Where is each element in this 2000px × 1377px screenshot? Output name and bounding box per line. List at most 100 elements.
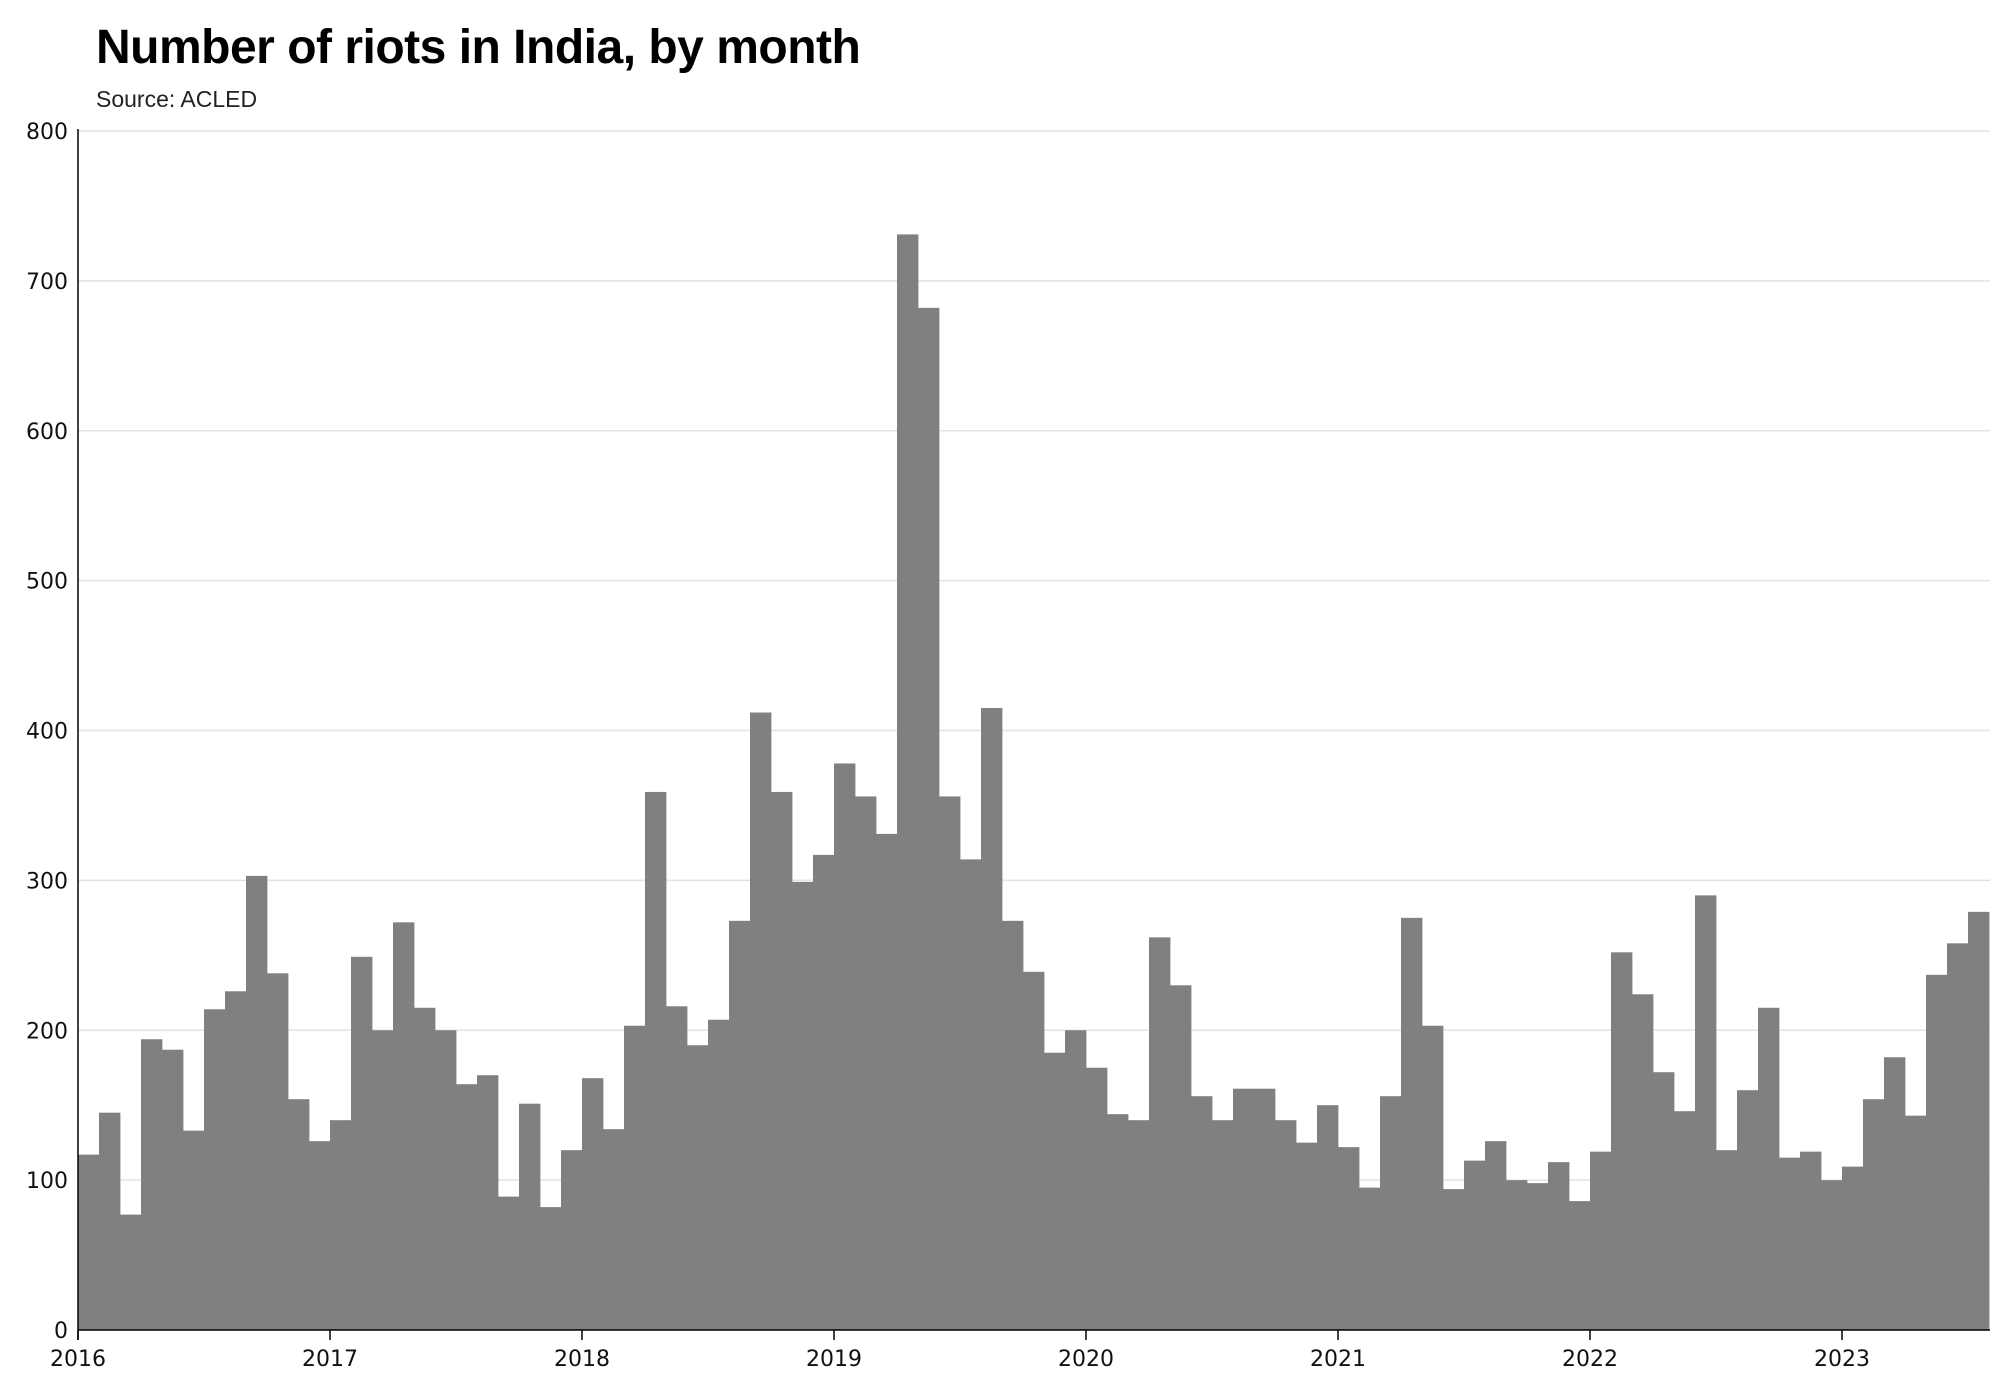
bar-2021-10 [1527,1183,1549,1330]
bar-2022-11 [1800,1151,1822,1330]
bar-2017-11 [540,1207,562,1330]
bar-2020-01 [1086,1067,1108,1330]
y-tick-label-700: 700 [26,270,68,295]
bar-2023-05 [1926,974,1948,1330]
bar-2018-06 [687,1045,709,1330]
bar-2019-12 [1065,1030,1087,1330]
bar-2020-08 [1233,1088,1255,1330]
bar-2016-05 [162,1049,184,1330]
bar-2021-07 [1464,1160,1486,1330]
bar-2018-07 [708,1019,730,1330]
bar-2023-03 [1884,1057,1906,1330]
bar-2020-11 [1296,1142,1318,1330]
bar-2021-04 [1401,917,1423,1330]
bar-2016-10 [267,973,289,1330]
bar-2017-05 [414,1007,436,1330]
bar-series [78,234,1990,1330]
bar-2016-04 [141,1039,163,1330]
bar-2022-08 [1737,1090,1759,1330]
bar-2021-06 [1443,1189,1465,1330]
bar-2020-10 [1275,1120,1297,1330]
bar-2016-03 [120,1214,142,1330]
x-tick-label-2021: 2021 [1310,1347,1366,1372]
bar-2017-04 [393,922,415,1330]
bar-2019-08 [981,708,1003,1330]
bar-2023-02 [1863,1099,1885,1330]
y-tick-label-200: 200 [26,1019,68,1044]
bar-2018-12 [813,854,835,1330]
bar-2020-04 [1149,937,1171,1330]
bar-2020-05 [1170,985,1192,1330]
bar-2016-11 [288,1099,310,1330]
y-tick-label-500: 500 [26,570,68,595]
bar-2016-01 [78,1154,100,1330]
x-tick-label-2018: 2018 [554,1347,610,1372]
y-tick-label-0: 0 [54,1319,68,1344]
bar-2016-02 [99,1112,121,1330]
bar-2017-03 [372,1030,394,1330]
bar-2021-05 [1422,1025,1444,1330]
bar-2022-09 [1758,1007,1780,1330]
x-tick-label-2017: 2017 [302,1347,358,1372]
bar-2022-04 [1653,1072,1675,1330]
bar-2019-05 [918,307,940,1330]
bar-2018-09 [750,712,772,1330]
bar-2018-11 [792,881,814,1330]
bar-2020-02 [1107,1114,1129,1330]
bar-2021-11 [1548,1162,1570,1330]
bar-2019-04 [897,234,919,1330]
bar-2019-03 [876,833,898,1330]
bar-2022-03 [1632,994,1654,1330]
bar-2022-12 [1821,1180,1843,1330]
bar-2022-06 [1695,895,1717,1330]
y-tick-label-100: 100 [26,1169,68,1194]
bar-2018-02 [603,1129,625,1330]
axes [77,129,1990,1340]
chart-title: Number of riots in India, by month [96,21,861,74]
bar-2021-08 [1485,1141,1507,1330]
y-tick-label-600: 600 [26,420,68,445]
bar-2021-02 [1359,1187,1381,1330]
bar-2018-01 [582,1078,604,1330]
bar-2019-07 [960,859,982,1330]
bar-2019-10 [1023,971,1045,1330]
bar-2023-06 [1947,943,1969,1330]
bar-2016-08 [225,991,247,1330]
x-axis-ticks: 2016 2017 2018 2019 2020 2021 2022 2023 [50,1330,1870,1372]
x-tick-label-2016: 2016 [50,1347,106,1372]
bar-2018-05 [666,1006,688,1330]
bar-2016-06 [183,1130,205,1330]
bar-2017-06 [435,1030,457,1330]
bar-2023-01 [1842,1166,1864,1330]
bar-2016-12 [309,1141,331,1330]
bar-2020-07 [1212,1120,1234,1330]
bar-2019-02 [855,796,877,1330]
x-tick-label-2023: 2023 [1814,1347,1870,1372]
bar-2020-09 [1254,1088,1276,1330]
bar-2022-10 [1779,1157,1801,1330]
bar-2016-07 [204,1009,226,1330]
y-axis-ticks: 0 100 200 300 400 500 600 700 800 [26,120,68,1344]
bar-2020-06 [1191,1096,1213,1330]
bar-2021-01 [1338,1147,1360,1330]
bar-2021-12 [1569,1201,1591,1330]
bar-2020-03 [1128,1120,1150,1330]
bar-2023-04 [1905,1115,1927,1330]
bar-2018-04 [645,791,667,1330]
bar-2018-03 [624,1025,646,1330]
bar-2020-12 [1317,1105,1339,1330]
x-tick-label-2019: 2019 [806,1347,862,1372]
chart-subtitle: Source: ACLED [96,86,258,112]
bar-2019-06 [939,796,961,1330]
y-tick-label-300: 300 [26,869,68,894]
bar-2022-02 [1611,952,1633,1330]
bar-2019-01 [834,763,856,1330]
bar-2017-09 [498,1196,520,1330]
bar-2022-07 [1716,1150,1738,1330]
x-tick-label-2020: 2020 [1058,1347,1114,1372]
bar-2017-01 [330,1120,352,1330]
bar-2019-11 [1044,1052,1066,1330]
bar-2022-01 [1590,1151,1612,1330]
bar-2018-08 [729,920,751,1330]
